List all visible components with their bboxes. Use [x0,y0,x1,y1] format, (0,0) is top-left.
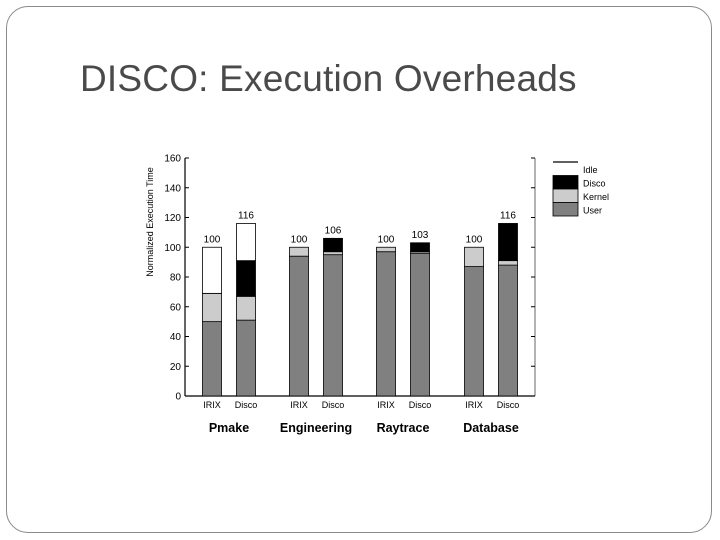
legend-swatch-disco [552,175,579,190]
bar-total-label-pmake-irix: 100 [204,234,221,245]
legend-label-idle: Idle [583,165,598,175]
bar-segment-raytrace-disco-disco [410,242,430,253]
bar-segment-database-disco-kernel [498,260,518,266]
bar-category-label-raytrace-disco: Disco [409,400,432,410]
legend-swatch-kernel [552,188,579,203]
bar-total-label-raytrace-disco: 103 [412,230,429,241]
bar-segment-raytrace-irix-user [376,251,396,397]
bar-category-label-engineering-irix: IRIX [290,400,308,410]
bar-segment-pmake-disco-disco [236,260,256,297]
bar-total-label-database-disco: 116 [500,210,516,221]
bar-segment-engineering-irix-user [289,255,309,397]
bar-total-label-engineering-disco: 106 [325,225,342,236]
bar-segment-pmake-irix-user [202,321,222,397]
bar-total-label-database-irix: 100 [466,234,483,245]
bar-segment-pmake-irix-idle [202,246,222,294]
bar-total-label-raytrace-irix: 100 [378,234,395,245]
bar-segment-database-disco-disco [498,223,518,262]
bar-category-label-raytrace-irix: IRIX [377,400,395,410]
y-tick-label-0: 0 [175,392,181,403]
bar-segment-database-disco-user [498,264,518,397]
y-tick-label-160: 160 [164,154,181,165]
bar-segment-raytrace-irix-kernel [376,246,396,253]
bar-segment-pmake-disco-kernel [236,295,256,321]
group-label-raytrace: Raytrace [377,421,430,435]
y-tick-label-60: 60 [170,302,182,313]
slide-title: DISCO: Execution Overheads [80,58,577,99]
bar-category-label-database-disco: Disco [497,400,520,410]
bar-category-label-engineering-disco: Disco [322,400,345,410]
slide-frame [6,6,712,533]
group-label-engineering: Engineering [280,421,352,435]
bar-segment-pmake-disco-idle [236,223,256,262]
bar-segment-pmake-irix-kernel [202,292,222,323]
bar-segment-engineering-disco-kernel [323,251,343,256]
bar-segment-database-irix-kernel [464,246,484,267]
bar-category-label-pmake-disco: Disco [235,400,258,410]
legend-swatch-user [552,202,579,217]
group-label-pmake: Pmake [209,421,249,435]
bar-segment-engineering-irix-kernel [289,246,309,257]
bar-segment-engineering-disco-user [323,254,343,397]
bar-segment-raytrace-disco-user [410,252,430,397]
y-tick-label-120: 120 [164,213,181,224]
legend-label-kernel: Kernel [583,192,609,202]
y-tick-label-40: 40 [170,332,182,343]
y-tick-label-140: 140 [164,183,181,194]
bar-segment-engineering-disco-disco [323,237,343,253]
y-tick-label-20: 20 [170,362,182,373]
legend-label-disco: Disco [583,178,606,188]
bar-segment-pmake-disco-user [236,319,256,397]
legend-label-user: User [583,205,602,215]
bar-segment-database-irix-user [464,266,484,397]
bar-total-label-pmake-disco: 116 [238,210,254,221]
group-label-database: Database [463,421,519,435]
y-tick-label-100: 100 [164,243,181,254]
bar-category-label-database-irix: IRIX [465,400,483,410]
bar-total-label-engineering-irix: 100 [291,234,308,245]
legend-swatch-idle [553,162,578,176]
bar-category-label-pmake-irix: IRIX [203,400,221,410]
y-axis-title: Normalized Execution Time [145,167,155,277]
y-tick-label-80: 80 [170,273,182,284]
